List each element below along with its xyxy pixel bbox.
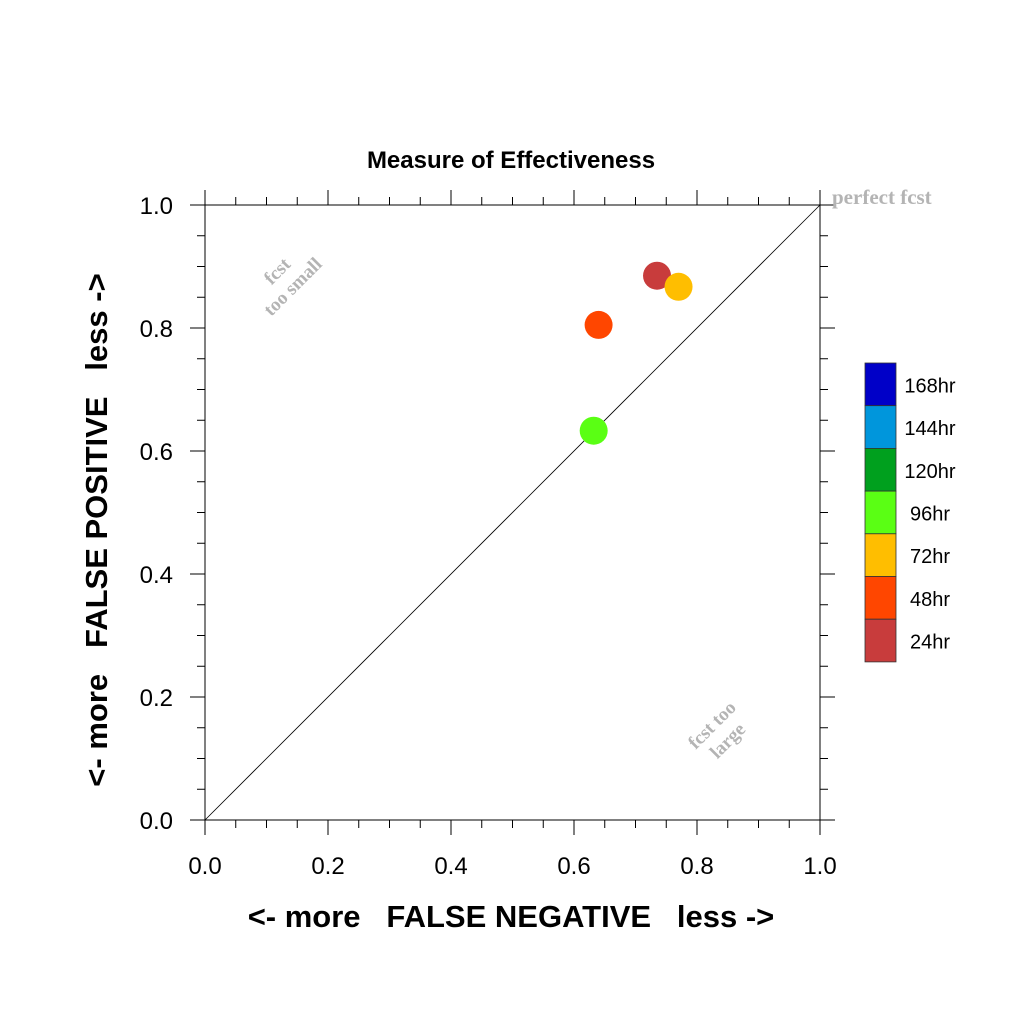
x-tick-label: 0.4 [434, 853, 467, 880]
legend-label-48hr: 48hr [910, 589, 950, 611]
data-point-96hr [579, 416, 608, 445]
annotation-perfect-fcst: perfect fcst [832, 185, 932, 209]
legend-swatch-120hr [864, 447, 897, 492]
y-tick-label: 0.8 [140, 316, 173, 343]
legend-swatch-72hr [864, 533, 897, 577]
y-tick-label: 0.6 [140, 439, 173, 466]
data-points [579, 261, 693, 445]
legend-swatch-24hr [864, 618, 897, 663]
legend-label-72hr: 72hr [910, 546, 950, 568]
x-tick-label: 0.0 [188, 853, 221, 880]
legend-label-120hr: 120hr [904, 461, 955, 483]
legend-label-24hr: 24hr [910, 632, 950, 654]
legend-label-168hr: 168hr [904, 375, 955, 397]
x-axis-label: <- more FALSE NEGATIVE less -> [248, 899, 775, 934]
legend: 168hr 144hr 120hr 96hr 72hr 48hr 24hr [864, 362, 956, 663]
perfect-forecast-diagonal [204, 204, 821, 821]
legend-swatch-96hr [864, 490, 897, 535]
legend-label-144hr: 144hr [904, 418, 955, 440]
legend-swatch-48hr [864, 576, 897, 620]
y-tick-label: 0.0 [140, 808, 173, 835]
tick-labels: 0.0 0.2 0.4 0.6 0.8 1.0 0.0 0.2 0.4 0.6 0.8 1.0 [140, 193, 837, 880]
legend-swatch-168hr [864, 362, 897, 407]
legend-swatch-144hr [864, 405, 897, 449]
x-tick-label: 0.2 [311, 853, 344, 880]
legend-label-96hr: 96hr [910, 503, 950, 525]
data-point-24hr [643, 261, 672, 290]
x-tick-label: 0.6 [557, 853, 590, 880]
x-tick-label: 0.8 [680, 853, 713, 880]
y-axis-label: <- more FALSE POSITIVE less -> [79, 273, 114, 786]
annotation-fcst-too-small: fcst too small [260, 254, 327, 321]
y-tick-label: 0.2 [140, 685, 173, 712]
tick-marks [190, 190, 835, 835]
chart-title: Measure of Effectiveness [367, 147, 655, 174]
y-tick-label: 1.0 [140, 193, 173, 220]
x-tick-label: 1.0 [803, 853, 836, 880]
data-point-72hr [664, 272, 693, 301]
annotation-fcst-too-large: fcst too large [684, 697, 750, 763]
y-tick-label: 0.4 [140, 562, 173, 589]
data-point-48hr [584, 310, 613, 339]
